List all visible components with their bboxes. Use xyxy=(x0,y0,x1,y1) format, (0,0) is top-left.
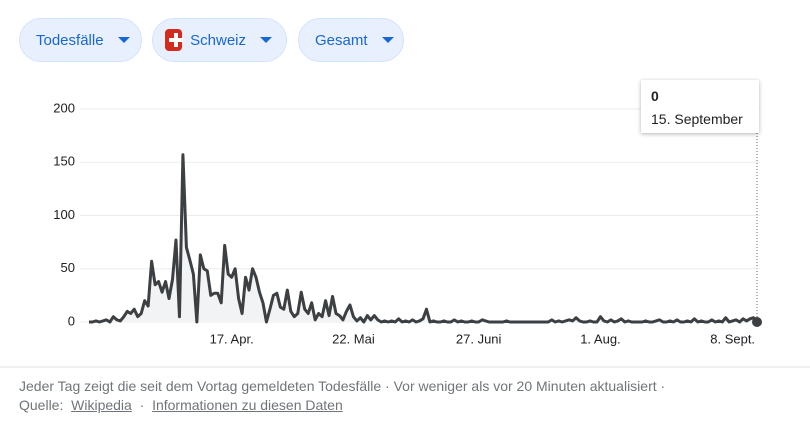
separator: · xyxy=(139,397,145,413)
y-tick-label: 150 xyxy=(53,154,75,169)
range-label: Gesamt xyxy=(315,31,368,49)
tooltip-value: 0 xyxy=(651,88,659,104)
caret xyxy=(381,37,394,43)
region-dropdown[interactable]: Schweiz xyxy=(152,18,287,62)
x-tick-label: 1. Aug. xyxy=(580,331,620,346)
x-tick-label: 17. Apr. xyxy=(210,331,254,346)
x-tick-label: 27. Juni xyxy=(456,331,502,346)
metric-label: Todesfälle xyxy=(36,31,104,49)
tooltip: 0 15. September xyxy=(641,80,759,133)
footer-source: Quelle: Wikipedia · Informationen zu die… xyxy=(19,397,343,413)
footer-description: Jeder Tag zeigt die seit dem Vortag geme… xyxy=(19,378,666,394)
x-tick-label: 8. Sept. xyxy=(710,331,755,346)
y-tick-label: 200 xyxy=(53,100,75,115)
y-tick-label: 50 xyxy=(61,260,75,275)
source-link[interactable]: Wikipedia xyxy=(71,397,132,413)
region-label: Schweiz xyxy=(190,31,246,49)
caret xyxy=(260,37,272,43)
range-dropdown[interactable]: Gesamt xyxy=(298,18,404,62)
tooltip-date: 15. September xyxy=(651,111,743,127)
area xyxy=(89,154,757,322)
y-tick-label: 100 xyxy=(53,207,75,222)
flag-icon xyxy=(165,29,184,51)
metric-dropdown[interactable]: Todesfälle xyxy=(19,18,142,62)
x-tick-label: 22. Mai xyxy=(332,331,375,346)
line xyxy=(89,153,759,324)
y-tick-label: 0 xyxy=(68,313,75,328)
caret xyxy=(117,37,130,43)
source-label: Quelle: xyxy=(19,397,64,413)
end-point xyxy=(752,317,762,327)
info-link[interactable]: Informationen zu diesen Daten xyxy=(152,397,343,413)
